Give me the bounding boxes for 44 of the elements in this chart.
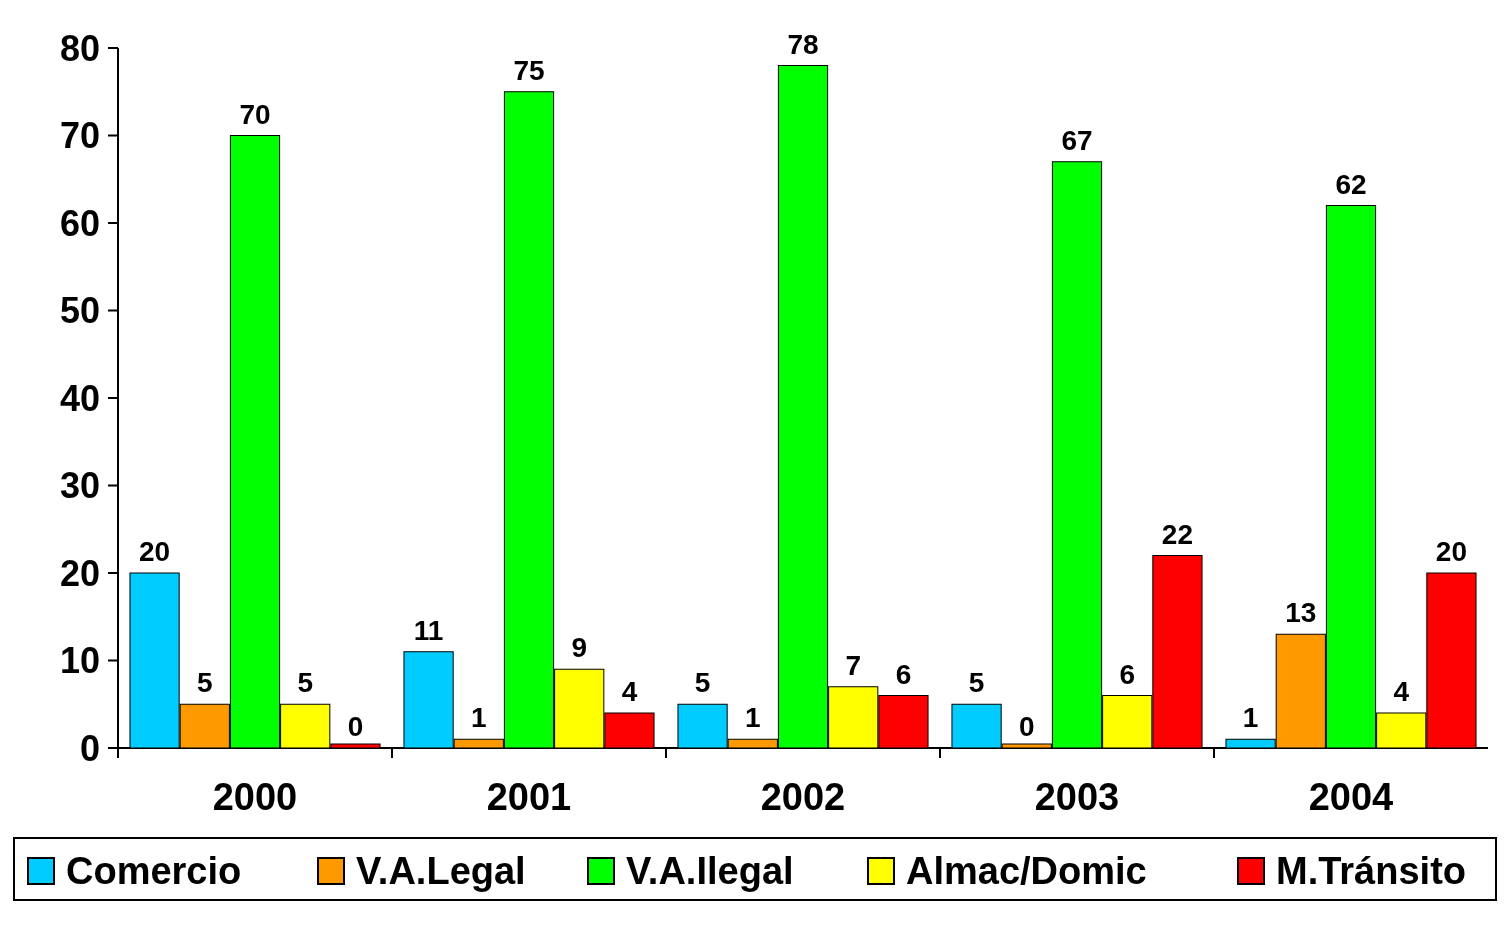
data-label: 20 <box>1435 536 1468 567</box>
data-label: 0 <box>1019 711 1035 742</box>
legend-label: V.A.Legal <box>356 850 526 893</box>
data-label: 20 <box>138 536 171 567</box>
data-label: 78 <box>787 28 819 60</box>
data-label: 70 <box>239 98 271 130</box>
data-label: 1 <box>1242 702 1259 734</box>
y-tick-label: 80 <box>59 27 100 69</box>
legend-label: V.A.Ilegal <box>626 850 794 893</box>
legend-label: Comercio <box>66 850 242 893</box>
data-label: 1 <box>745 702 761 734</box>
data-label: 22 <box>1161 518 1194 550</box>
x-tick-label: 2003 <box>1034 776 1120 818</box>
x-tick-label: 2001 <box>486 776 572 818</box>
legend-label: Almac/Domic <box>906 850 1147 893</box>
data-label: 1 <box>471 702 487 734</box>
data-label: 62 <box>1335 168 1367 200</box>
data-label: 11 <box>413 614 444 646</box>
data-label: 0 <box>347 711 364 742</box>
data-label: 5 <box>968 667 985 699</box>
data-label: 6 <box>895 658 912 690</box>
y-tick-label: 20 <box>59 552 100 594</box>
y-tick-label: 10 <box>59 640 100 682</box>
x-tick-label: 2002 <box>760 776 846 818</box>
x-tick-label: 2004 <box>1308 776 1394 818</box>
y-tick-label: 70 <box>59 115 100 157</box>
data-label: 7 <box>845 649 861 681</box>
y-tick-label: 30 <box>59 465 100 507</box>
data-label: 67 <box>1061 124 1093 156</box>
data-label: 75 <box>513 54 545 86</box>
y-tick-label: 50 <box>59 290 100 332</box>
y-tick-label: 0 <box>79 727 100 769</box>
data-label: 5 <box>197 667 213 699</box>
legend-label: M.Tránsito <box>1276 850 1467 893</box>
y-tick-label: 60 <box>59 202 100 244</box>
x-tick-label: 2000 <box>212 776 298 818</box>
data-label: 13 <box>1285 597 1317 629</box>
data-label: 5 <box>694 667 711 699</box>
data-label: 4 <box>621 676 638 707</box>
data-label: 5 <box>297 667 313 699</box>
data-label: 9 <box>571 632 587 664</box>
y-tick-label: 40 <box>59 377 100 419</box>
data-label: 6 <box>1119 658 1135 690</box>
data-label: 4 <box>1393 676 1410 707</box>
